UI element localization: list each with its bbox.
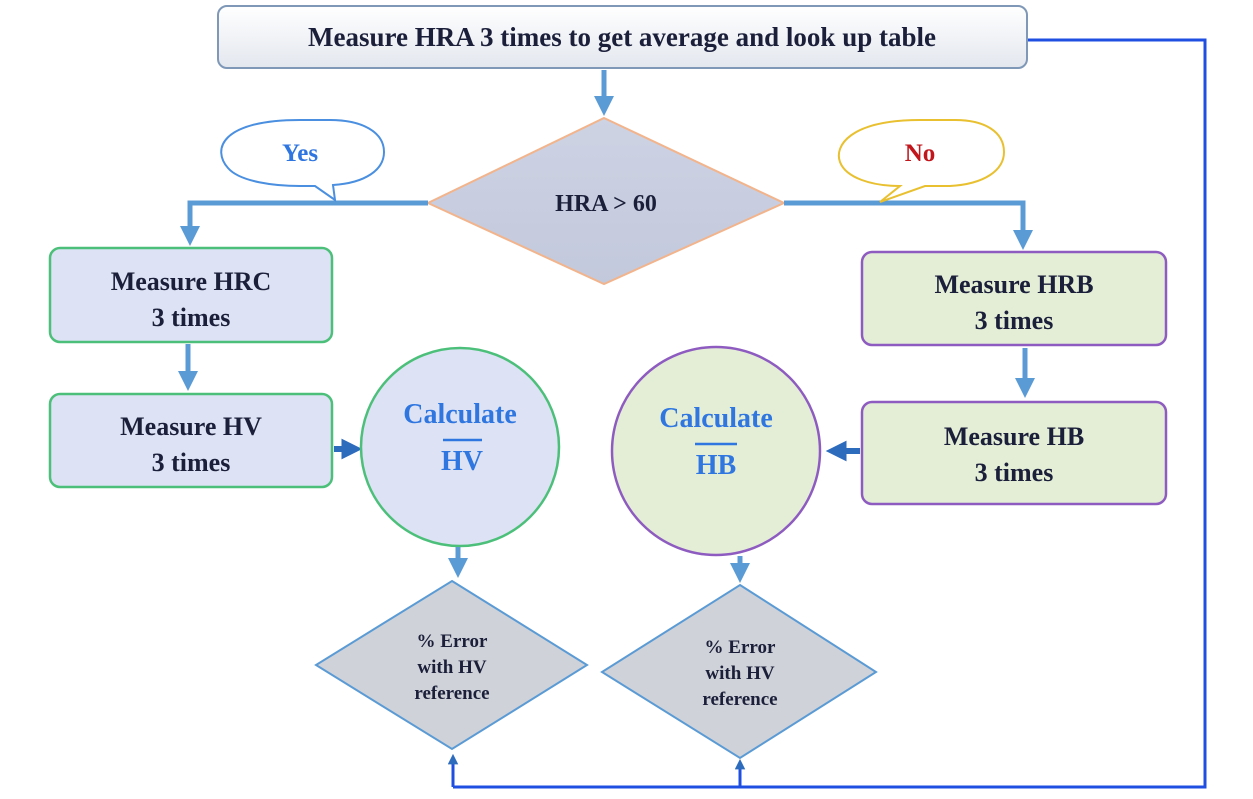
error-left-line2: with HV bbox=[417, 657, 486, 678]
measure-hb-box: Measure HB 3 times bbox=[860, 400, 1168, 506]
measure-hb-line1: Measure HB bbox=[944, 422, 1084, 451]
calculate-hb-line2: HB bbox=[696, 450, 736, 481]
no-callout: No bbox=[837, 119, 1006, 203]
calculate-hv-circle: Calculate HV bbox=[359, 346, 561, 548]
measure-hv-line2: 3 times bbox=[152, 448, 231, 477]
error-diamond-left: % Error with HV reference bbox=[314, 579, 589, 751]
measure-hrb-line1: Measure HRB bbox=[934, 270, 1093, 299]
calculate-hv-line2: HV bbox=[441, 446, 483, 477]
yes-branch-connector bbox=[180, 200, 428, 246]
error-diamond-right: % Error with HV reference bbox=[600, 583, 878, 760]
measure-hrb-line2: 3 times bbox=[975, 306, 1054, 335]
no-branch-connector bbox=[784, 200, 1033, 250]
start-box: Measure HRA 3 times to get average and l… bbox=[217, 5, 1028, 69]
measure-hrc-line2: 3 times bbox=[152, 303, 231, 332]
measure-hrc-box: Measure HRC 3 times bbox=[48, 246, 334, 344]
calculate-hb-circle: Calculate HB bbox=[610, 345, 822, 557]
error-right-line2: with HV bbox=[705, 663, 774, 684]
error-right-line3: reference bbox=[702, 689, 777, 710]
measure-hrb-box: Measure HRB 3 times bbox=[860, 250, 1168, 347]
error-left-line1: % Error bbox=[417, 631, 488, 652]
calculate-hb-line1: Calculate bbox=[659, 403, 773, 434]
no-label: No bbox=[905, 140, 936, 167]
measure-hv-line1: Measure HV bbox=[120, 412, 262, 441]
calculate-hv-line1: Calculate bbox=[403, 399, 517, 430]
error-right-line1: % Error bbox=[705, 637, 776, 658]
measure-hrc-line1: Measure HRC bbox=[111, 267, 272, 296]
decision-label: HRA > 60 bbox=[555, 191, 657, 217]
decision-diamond: HRA > 60 bbox=[425, 116, 787, 286]
measure-hv-box: Measure HV 3 times bbox=[48, 392, 334, 489]
loop-back-connector bbox=[447, 38, 1207, 789]
start-box-label: Measure HRA 3 times to get average and l… bbox=[308, 22, 936, 52]
yes-callout: Yes bbox=[220, 119, 386, 203]
measure-hb-line2: 3 times bbox=[975, 458, 1054, 487]
yes-label: Yes bbox=[282, 140, 318, 167]
error-left-line3: reference bbox=[414, 683, 489, 704]
